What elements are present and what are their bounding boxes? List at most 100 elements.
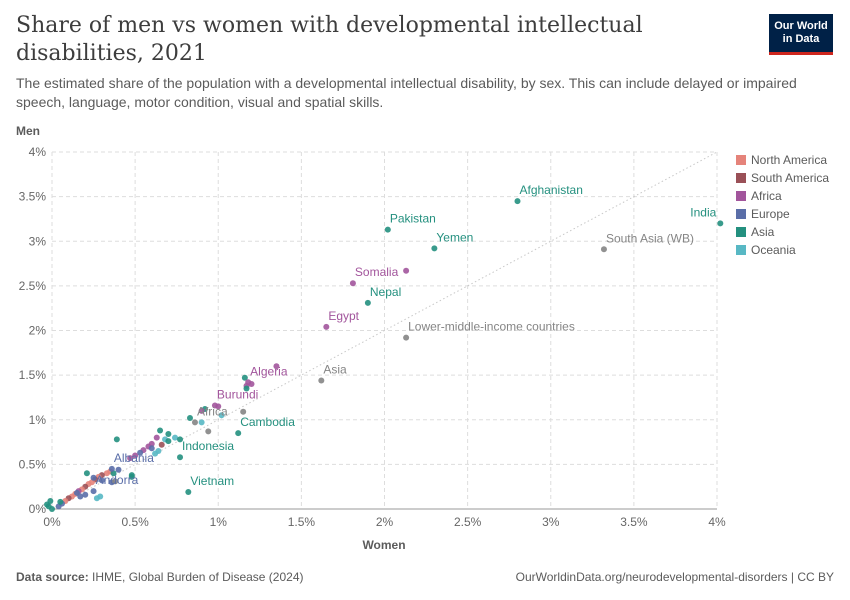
data-point[interactable]: [153, 434, 160, 441]
data-point[interactable]: [172, 434, 179, 441]
chart-title: Share of men vs women with developmental…: [16, 13, 643, 66]
data-point[interactable]: [241, 374, 248, 381]
data-point[interactable]: [191, 419, 198, 426]
data-point[interactable]: [112, 478, 119, 485]
data-point[interactable]: [177, 436, 184, 443]
x-axis-label: Women: [362, 538, 405, 552]
data-point[interactable]: [152, 450, 159, 457]
point-label: Africa: [197, 404, 228, 418]
data-point[interactable]: [364, 299, 371, 306]
point-label: Pakistan: [390, 212, 436, 226]
point-label: Nepal: [370, 285, 401, 299]
data-point[interactable]: [384, 226, 391, 233]
data-point[interactable]: [158, 441, 165, 448]
data-point[interactable]: [177, 454, 184, 461]
source-text: IHME, Global Burden of Disease (2024): [92, 570, 304, 584]
x-tick-label: 1.5%: [288, 515, 316, 529]
data-point[interactable]: [108, 465, 115, 472]
data-point[interactable]: [93, 495, 100, 502]
point-label: Asia: [323, 362, 347, 376]
data-point[interactable]: [240, 408, 247, 415]
legend-label: Africa: [751, 189, 782, 203]
data-point[interactable]: [273, 363, 280, 370]
source-label: Data source:: [16, 570, 89, 584]
legend-item-north-america[interactable]: North America: [736, 151, 829, 169]
data-point[interactable]: [186, 414, 193, 421]
data-point[interactable]: [211, 402, 218, 409]
x-tick-label: 1%: [210, 515, 228, 529]
data-point[interactable]: [137, 449, 144, 456]
point-label: Vietnam: [190, 474, 234, 488]
data-point[interactable]: [113, 436, 120, 443]
data-point[interactable]: [185, 489, 192, 496]
data-point[interactable]: [148, 445, 155, 452]
legend-swatch: [736, 155, 746, 165]
legend-swatch: [736, 209, 746, 219]
legend-label: Oceania: [751, 243, 796, 257]
data-point[interactable]: [198, 419, 205, 426]
data-point[interactable]: [318, 377, 325, 384]
data-point[interactable]: [218, 412, 225, 419]
legend-swatch: [736, 245, 746, 255]
data-point[interactable]: [103, 470, 110, 477]
legend-swatch: [736, 227, 746, 237]
data-source: Data source: IHME, Global Burden of Dise…: [16, 570, 303, 584]
legend-item-asia[interactable]: Asia: [736, 223, 829, 241]
y-tick-label: 1.5%: [19, 368, 47, 382]
data-point[interactable]: [323, 323, 330, 330]
data-point[interactable]: [198, 407, 205, 414]
data-point[interactable]: [235, 430, 242, 437]
reference-line: [51, 151, 718, 510]
x-tick-label: 3%: [542, 515, 560, 529]
legend-item-africa[interactable]: Africa: [736, 187, 829, 205]
data-point[interactable]: [47, 497, 54, 504]
data-point[interactable]: [83, 470, 90, 477]
data-point[interactable]: [98, 477, 105, 484]
legend-item-south-america[interactable]: South America: [736, 169, 829, 187]
data-point[interactable]: [90, 474, 97, 481]
data-point[interactable]: [128, 473, 135, 480]
x-tick-label: 3.5%: [620, 515, 648, 529]
data-point[interactable]: [73, 489, 80, 496]
legend: North America South America Africa Europe As…: [736, 151, 829, 259]
data-point[interactable]: [127, 455, 134, 462]
legend-label: Asia: [751, 225, 775, 239]
legend-item-europe[interactable]: Europe: [736, 205, 829, 223]
legend-label: North America: [751, 153, 828, 167]
legend-item-oceania[interactable]: Oceania: [736, 241, 829, 259]
data-point[interactable]: [600, 246, 607, 253]
data-point[interactable]: [115, 466, 122, 473]
logo-line-1: Our World: [774, 20, 828, 32]
legend-label: Europe: [751, 207, 790, 221]
y-tick-label: 4%: [29, 145, 47, 159]
data-point[interactable]: [205, 428, 212, 435]
data-point[interactable]: [431, 245, 438, 252]
data-point[interactable]: [717, 220, 724, 227]
x-tick-label: 2%: [376, 515, 394, 529]
data-point[interactable]: [403, 334, 410, 341]
point-label: Burundi: [217, 387, 258, 401]
data-point[interactable]: [514, 198, 521, 205]
scatter-chart: 0%0% 0.5% 0.5% 1% 1% 1.5% 1.5% 2% 2% 2.5% 2.5% 3% 3%…: [16, 124, 726, 552]
data-point[interactable]: [90, 488, 97, 495]
source-url[interactable]: OurWorldinData.org/neurodevelopmental-di…: [515, 570, 834, 584]
data-point[interactable]: [49, 506, 55, 512]
data-point[interactable]: [165, 438, 172, 445]
data-point[interactable]: [165, 431, 172, 438]
legend-label: South America: [751, 171, 830, 185]
data-point[interactable]: [132, 452, 139, 459]
point-label: Somalia: [355, 265, 399, 279]
y-tick-label: 1%: [29, 413, 47, 427]
point-label: South Asia (WB): [606, 231, 694, 245]
data-point[interactable]: [349, 280, 356, 287]
data-point[interactable]: [403, 267, 410, 274]
owid-logo[interactable]: Our World in Data: [769, 14, 833, 55]
y-tick-label: 3%: [29, 234, 47, 248]
data-point[interactable]: [82, 491, 89, 498]
data-point[interactable]: [243, 385, 250, 392]
x-tick-label: 0.5%: [121, 515, 149, 529]
data-point[interactable]: [157, 427, 164, 434]
data-point[interactable]: [245, 379, 252, 386]
data-point[interactable]: [57, 498, 64, 505]
